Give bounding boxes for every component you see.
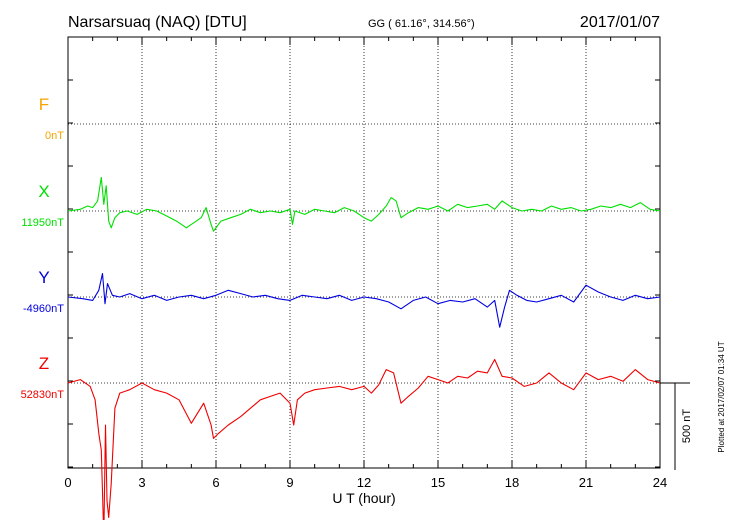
- x-tick-label: 24: [653, 475, 667, 490]
- x-tick-label: 0: [64, 475, 71, 490]
- x-tick-labels: 0 3 6 9 12 15 18 21 24: [64, 475, 667, 490]
- grid-lines: [68, 37, 660, 468]
- coords-label: GG ( 61.16°, 314.56°): [368, 18, 475, 30]
- series-line-y: [67, 272, 661, 328]
- plotted-at-note: Plotted at 2017/02/07 01:34 UT: [717, 341, 726, 452]
- series-baseline-z: 52830nT: [21, 389, 65, 401]
- station-title: Narsarsuaq (NAQ) [DTU]: [68, 14, 247, 31]
- series-baseline-x: 11950nT: [21, 217, 64, 229]
- series-name-z: Z: [39, 354, 49, 373]
- series-name-f: F: [39, 95, 49, 114]
- series-labels: F 0nT X 11950nT Y -4960nT Z 52830nT: [21, 95, 65, 401]
- x-tick-label: 15: [431, 475, 445, 490]
- series-baseline-y: -4960nT: [23, 303, 64, 315]
- series-name-y: Y: [38, 268, 49, 287]
- series-line-z: [67, 358, 661, 520]
- series-line-x: [67, 176, 661, 232]
- x-tick-label: 3: [138, 475, 145, 490]
- x-axis-label: U T (hour): [332, 490, 395, 506]
- x-tick-label: 9: [286, 475, 293, 490]
- x-tick-label: 12: [357, 475, 371, 490]
- x-tick-label: 21: [579, 475, 593, 490]
- scale-bar: 500 nT: [660, 382, 693, 470]
- x-tick-label: 18: [505, 475, 519, 490]
- scale-bar-label: 500 nT: [681, 409, 693, 444]
- x-tick-label: 6: [212, 475, 219, 490]
- date-label: 2017/01/07: [580, 14, 660, 31]
- axis-ticks: [67, 37, 661, 468]
- series-name-x: X: [38, 182, 49, 201]
- series-lines: [67, 176, 661, 520]
- series-baseline-f: 0nT: [45, 130, 64, 142]
